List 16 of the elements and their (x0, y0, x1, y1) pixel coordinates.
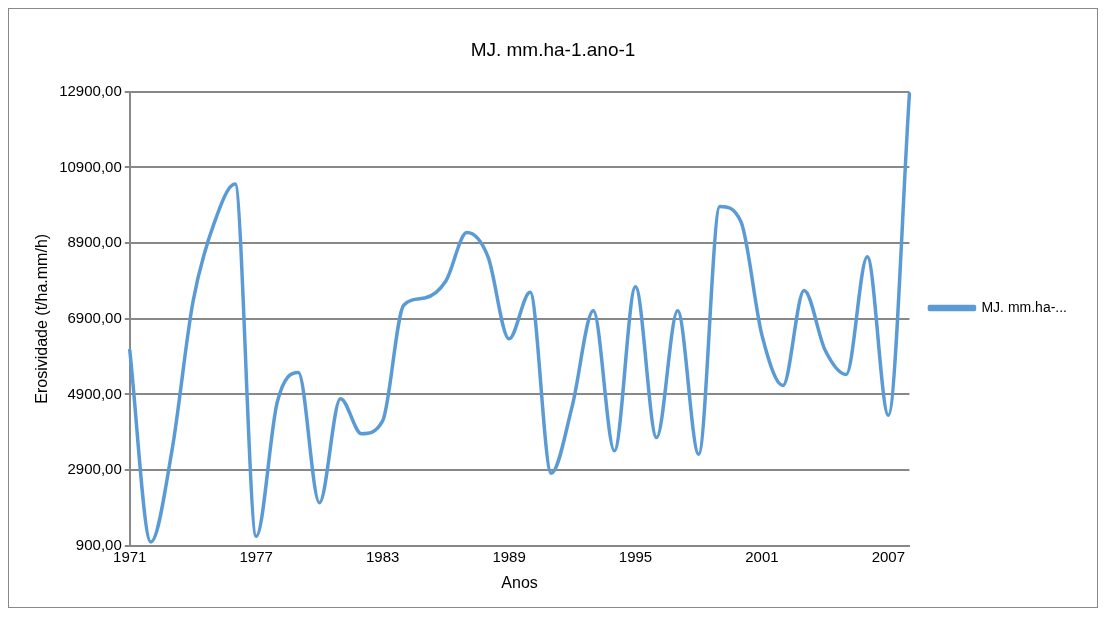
x-axis-title: Anos (501, 573, 538, 591)
x-tick-label: 1977 (239, 547, 273, 565)
y-tick-label: 6900,00 (67, 308, 122, 326)
x-tick-label: 1989 (492, 547, 526, 565)
chart-title: MJ. mm.ha-1.ano-1 (470, 38, 636, 60)
y-tick-label: 10900,00 (59, 157, 122, 175)
x-tick-label: 1995 (618, 547, 653, 565)
y-tick-label: 4900,00 (67, 384, 122, 402)
x-tick-label: 2001 (745, 547, 779, 565)
y-tick-label: 8900,00 (67, 233, 122, 251)
y-tick-label: 12900,00 (59, 81, 122, 99)
x-tick-label: 2007 (871, 547, 906, 565)
y-tick-label: 2900,00 (67, 460, 122, 478)
legend-label: MJ. mm.ha-... (981, 298, 1067, 315)
y-axis-title: Erosividade (t/ha.mm/h) (33, 233, 51, 404)
x-tick-label: 1983 (365, 547, 400, 565)
